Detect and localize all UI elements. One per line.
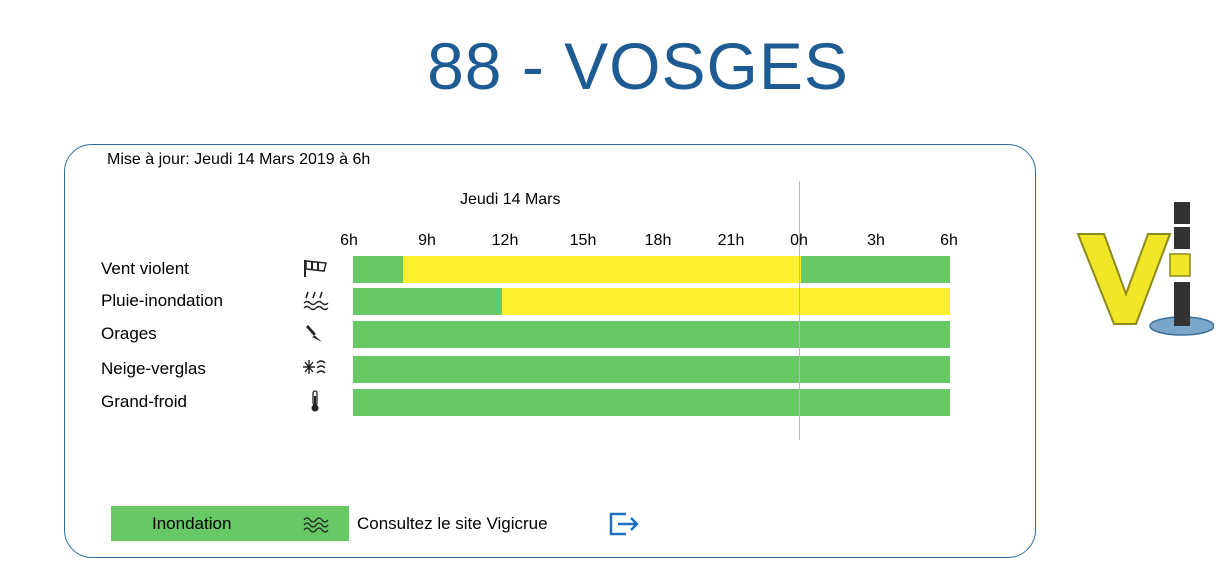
alert-segment-green xyxy=(353,321,950,348)
time-tick: 15h xyxy=(569,232,597,249)
hazard-timeline-bar xyxy=(353,288,950,315)
time-tick: 12h xyxy=(491,232,519,249)
hazard-timeline-bar xyxy=(353,256,950,283)
external-link-icon[interactable] xyxy=(608,511,642,537)
time-tick: 3h xyxy=(867,232,885,249)
midnight-divider xyxy=(799,181,800,440)
time-tick: 18h xyxy=(644,232,672,249)
hazard-label: Pluie-inondation xyxy=(101,291,223,310)
time-tick: 0h xyxy=(790,232,808,249)
rain-flood-icon xyxy=(302,289,330,311)
alert-segment-green xyxy=(800,256,950,283)
hazard-label: Neige-verglas xyxy=(101,359,206,378)
thermometer-icon xyxy=(302,390,330,412)
inondation-legend: Inondation xyxy=(111,506,349,541)
hazard-timeline-bar xyxy=(353,389,950,416)
time-tick: 21h xyxy=(717,232,745,249)
alert-segment-yellow xyxy=(402,256,801,283)
time-tick: 6h xyxy=(340,232,358,249)
alert-segment-green xyxy=(353,389,950,416)
hazard-timeline-bar xyxy=(353,321,950,348)
alert-segment-green xyxy=(353,288,503,315)
snow-ice-icon xyxy=(302,357,330,379)
lightning-icon xyxy=(302,322,330,344)
vigicrue-link[interactable]: Consultez le site Vigicrue xyxy=(357,514,548,533)
wind-sock-icon xyxy=(302,257,330,279)
update-timestamp: Mise à jour: Jeudi 14 Mars 2019 à 6h xyxy=(107,151,371,168)
time-tick: 6h xyxy=(940,232,958,249)
alert-segment-green xyxy=(353,356,950,383)
vigilance-panel xyxy=(64,144,1036,558)
inondation-label: Inondation xyxy=(152,513,232,533)
time-tick: 9h xyxy=(418,232,436,249)
hazard-timeline-bar xyxy=(353,356,950,383)
day-label: Jeudi 14 Mars xyxy=(460,191,561,208)
waves-icon xyxy=(302,514,332,534)
alert-segment-green xyxy=(353,256,403,283)
alert-segment-yellow xyxy=(502,288,950,315)
page-title: 88 - VOSGES xyxy=(427,29,849,103)
vigilance-logo-icon xyxy=(1074,202,1215,342)
hazard-label: Vent violent xyxy=(101,259,189,278)
hazard-label: Orages xyxy=(101,324,157,343)
hazard-label: Grand-froid xyxy=(101,392,187,411)
